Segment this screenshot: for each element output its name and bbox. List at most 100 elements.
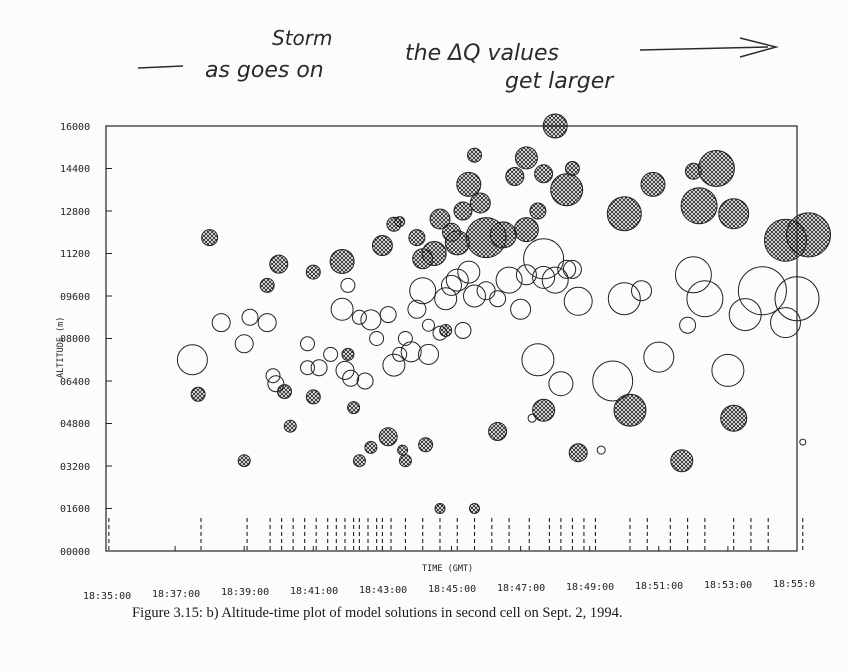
- y-tick-label: 09600: [60, 292, 90, 303]
- hatched-point: [190, 386, 206, 402]
- hatched-point: [505, 167, 525, 186]
- handwritten-annotation: Storm as goes on the ΔQ values get large…: [137, 26, 779, 94]
- open-point: [799, 438, 807, 446]
- x-tick-label: 18:55:0: [773, 579, 815, 590]
- open-point: [607, 282, 641, 316]
- open-point: [360, 309, 382, 331]
- open-point: [728, 298, 762, 332]
- x-tick-label: 18:35:00: [83, 591, 131, 602]
- hatched-point: [640, 171, 666, 197]
- hatched-point: [277, 384, 292, 400]
- hatched-point: [408, 229, 426, 247]
- y-tick-label: 08000: [60, 334, 90, 345]
- x-tick-label: 18:41:00: [290, 586, 338, 597]
- hatched-point: [305, 389, 321, 405]
- y-tick-label: 04800: [60, 419, 90, 430]
- hatched-point: [564, 161, 580, 176]
- hatched-point: [534, 164, 554, 184]
- open-point: [674, 256, 712, 294]
- annotation-storm: Storm: [272, 26, 332, 50]
- x-tick-label: 18:51:00: [635, 581, 683, 592]
- annotation-arrow-shaft: [639, 46, 769, 51]
- open-point: [422, 318, 435, 332]
- open-point: [541, 266, 569, 294]
- y-tick-labels: 00000 01600 03200 04800 06400 08000 0960…: [60, 122, 90, 558]
- open-point: [234, 334, 254, 354]
- open-point: [457, 260, 481, 284]
- annotation-get-larger: get larger: [505, 69, 615, 94]
- hatched-point: [341, 347, 355, 361]
- hatched-point: [456, 171, 482, 197]
- hatched-point: [378, 427, 398, 447]
- x-tick-label: 18:37:00: [152, 589, 200, 600]
- open-point: [369, 331, 385, 346]
- open-point: [631, 280, 652, 302]
- open-point: [176, 344, 208, 376]
- open-point: [463, 284, 486, 308]
- open-point: [476, 281, 496, 301]
- hatched-point: [397, 444, 409, 456]
- open-point: [445, 268, 469, 292]
- hatched-point: [568, 443, 588, 463]
- hatched-point: [394, 216, 406, 228]
- open-point: [562, 259, 582, 279]
- open-point: [241, 308, 259, 326]
- x-tick-label: 18:43:00: [359, 585, 407, 596]
- open-point: [310, 359, 328, 377]
- hatched-point: [305, 264, 321, 280]
- open-point: [211, 313, 231, 333]
- open-point: [686, 280, 724, 318]
- hatched-point: [269, 254, 289, 274]
- open-point: [521, 343, 555, 377]
- rug-marks: [108, 517, 804, 550]
- open-point: [454, 322, 472, 339]
- hatched-point: [347, 401, 361, 415]
- hatched-point: [444, 230, 470, 256]
- open-point: [400, 341, 422, 363]
- y-tick-label: 12800: [60, 207, 90, 218]
- annotation-dash: [137, 65, 184, 69]
- y-tick-label: 11200: [60, 249, 90, 260]
- y-tick-label: 03200: [60, 462, 90, 473]
- hatched-point: [720, 404, 748, 432]
- open-point: [548, 371, 574, 397]
- hatched-point: [421, 241, 447, 266]
- open-point: [330, 297, 354, 321]
- open-point: [300, 360, 315, 376]
- y-tick-label: 01600: [60, 504, 90, 515]
- hatched-point: [398, 454, 412, 468]
- open-point: [596, 445, 606, 455]
- open-point: [409, 277, 437, 305]
- hatched-point: [469, 503, 480, 514]
- annotation-arrow-head: [739, 37, 779, 58]
- x-tick-labels: 18:35:00 18:37:00 18:39:00 18:41:00 18:4…: [83, 579, 815, 602]
- open-point: [532, 265, 556, 289]
- hatched-point: [469, 192, 491, 214]
- hatched-point: [352, 454, 366, 468]
- hatched-point: [488, 422, 508, 441]
- open-point: [523, 238, 565, 280]
- x-tick-label: 18:45:00: [428, 584, 476, 595]
- hatched-point: [201, 229, 219, 247]
- hatched-point: [237, 454, 251, 468]
- annotation-as-goes-on: as goes on: [205, 58, 324, 83]
- open-point: [592, 360, 634, 402]
- open-point: [265, 368, 281, 384]
- open-point: [356, 372, 374, 390]
- hatched-point: [429, 208, 451, 230]
- y-tick-label: 00000: [60, 547, 90, 558]
- x-tick-label: 18:47:00: [497, 583, 545, 594]
- hatched-point: [259, 277, 275, 293]
- open-point: [515, 264, 537, 286]
- open-point: [495, 266, 523, 294]
- open-point: [300, 336, 315, 352]
- hatched-point: [697, 150, 735, 187]
- open-point: [342, 369, 360, 387]
- open-point: [434, 287, 458, 311]
- hatched-point: [439, 324, 453, 337]
- open-point: [340, 277, 356, 293]
- hatched-point: [532, 398, 556, 422]
- open-point: [679, 316, 697, 334]
